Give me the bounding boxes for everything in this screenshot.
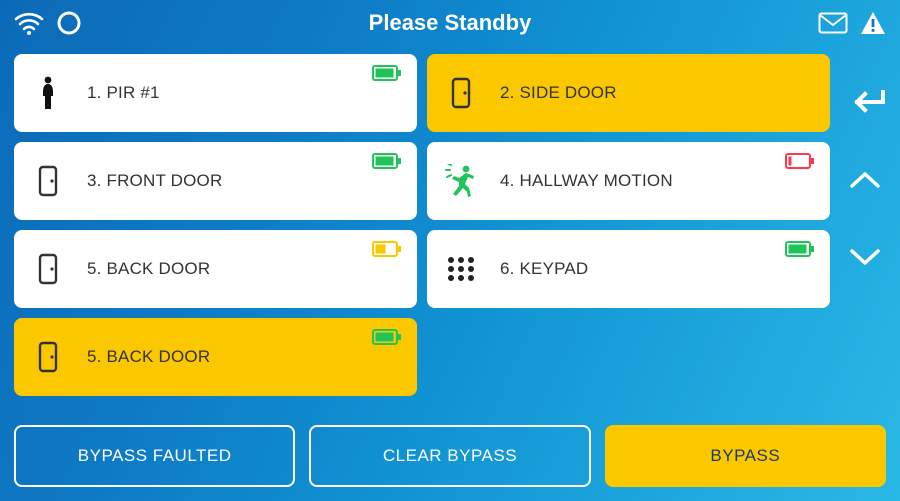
motion-icon (444, 164, 478, 198)
zone-label: 5. BACK DOOR (87, 347, 210, 367)
zone-card-2[interactable]: 2. SIDE DOOR (427, 54, 830, 132)
person-icon (31, 76, 65, 110)
zone-label: 1. PIR #1 (87, 83, 160, 103)
bypass-faulted-button[interactable]: BYPASS FAULTED (14, 425, 295, 487)
battery-icon (785, 241, 815, 262)
zone-label: 4. HALLWAY MOTION (500, 171, 673, 191)
scroll-down-button[interactable] (848, 246, 882, 273)
wifi-icon (14, 11, 44, 35)
battery-icon (372, 153, 402, 174)
door-icon (31, 341, 65, 373)
zone-label: 6. KEYPAD (500, 259, 588, 279)
zone-card-5b[interactable]: 5. BACK DOOR (14, 318, 417, 396)
zone-label: 3. FRONT DOOR (87, 171, 222, 191)
page-title: Please Standby (82, 10, 818, 36)
clear-bypass-button[interactable]: CLEAR BYPASS (309, 425, 590, 487)
bypass-button[interactable]: BYPASS (605, 425, 886, 487)
ring-icon (56, 10, 82, 36)
nav-sidebar (830, 54, 900, 411)
mail-icon[interactable] (818, 12, 848, 34)
footer: BYPASS FAULTED CLEAR BYPASS BYPASS (0, 411, 900, 501)
scroll-up-button[interactable] (848, 169, 882, 196)
zone-label: 5. BACK DOOR (87, 259, 210, 279)
keypad-icon (444, 256, 478, 282)
alert-icon[interactable] (860, 11, 886, 35)
door-icon (31, 253, 65, 285)
zone-card-1[interactable]: 1. PIR #1 (14, 54, 417, 132)
zone-card-6[interactable]: 6. KEYPAD (427, 230, 830, 308)
battery-icon (785, 153, 815, 174)
zone-card-3[interactable]: 3. FRONT DOOR (14, 142, 417, 220)
battery-icon (785, 65, 815, 86)
zone-label: 2. SIDE DOOR (500, 83, 617, 103)
battery-icon (372, 329, 402, 350)
battery-icon (372, 241, 402, 262)
door-icon (444, 77, 478, 109)
zone-card-5[interactable]: 5. BACK DOOR (14, 230, 417, 308)
door-icon (31, 165, 65, 197)
zone-grid: 1. PIR #1 2. SIDE DOOR 3. FRONT DOOR 4. HAL… (14, 54, 830, 411)
header: Please Standby (0, 0, 900, 46)
back-button[interactable] (845, 88, 885, 119)
battery-icon (372, 65, 402, 86)
zone-card-4[interactable]: 4. HALLWAY MOTION (427, 142, 830, 220)
